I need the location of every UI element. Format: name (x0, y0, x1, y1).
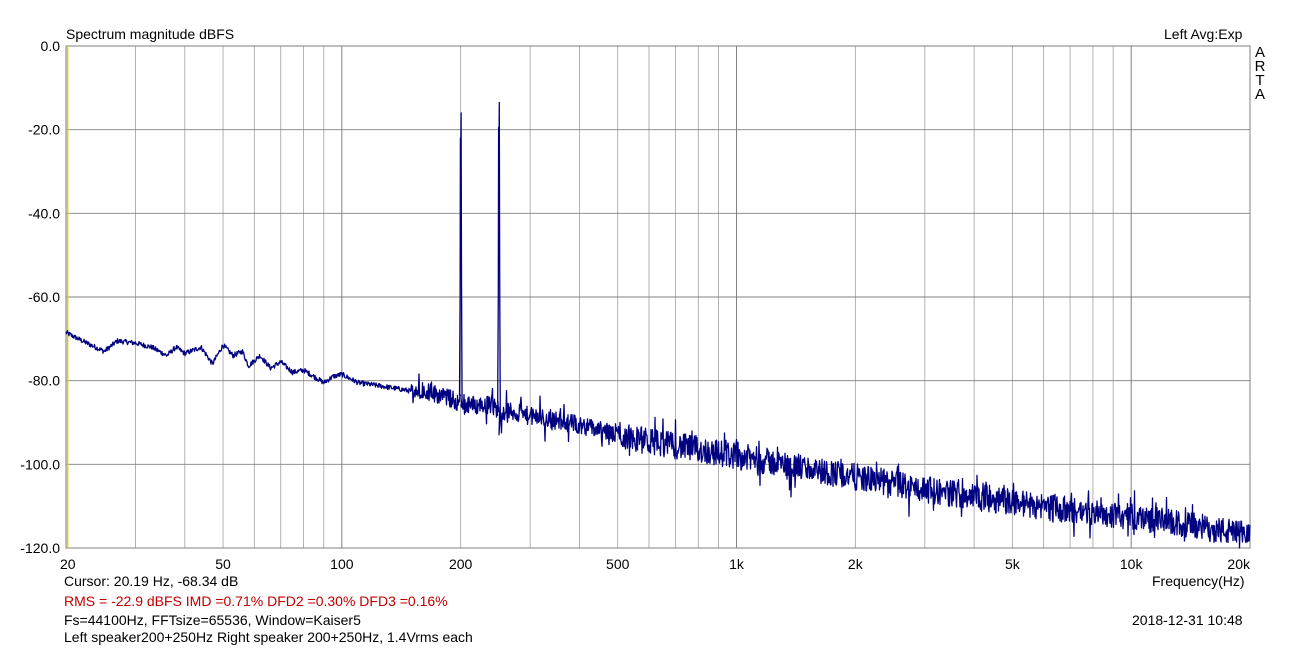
plot-frame (65, 45, 1251, 549)
x-tick-label: 20 (60, 556, 76, 572)
y-tick-label: 0.0 (41, 38, 61, 54)
y-tick-label: -40.0 (28, 205, 60, 221)
distortion-stats: RMS = -22.9 dBFS IMD =0.71% DFD2 =0.30% … (64, 593, 448, 609)
x-tick-label: 100 (330, 556, 354, 572)
x-tick-label: 20k (1227, 556, 1251, 572)
logo-letter: R (1254, 58, 1266, 75)
y-tick-label: -80.0 (28, 373, 60, 389)
chart-title: Spectrum magnitude dBFS (66, 26, 235, 42)
tick-labels: 0.0 -20.0 -40.0 -60.0 -80.0 -100.0 -120.020 50 1… (20, 38, 1251, 572)
x-tick-label: 10k (1120, 556, 1144, 572)
x-tick-label: 1k (729, 556, 745, 572)
channel-averaging-label: Left Avg:Exp (1164, 26, 1243, 42)
analysis-settings: Fs=44100Hz, FFTsize=65536, Window=Kaiser… (64, 612, 361, 628)
x-tick-label: 200 (449, 556, 473, 572)
x-axis-label: Frequency(Hz) (1152, 573, 1245, 589)
y-tick-label: -100.0 (20, 456, 60, 472)
y-tick-label: -20.0 (28, 122, 60, 138)
logo-letter: A (1254, 44, 1265, 61)
spectrum-trace (65, 101, 1251, 549)
cursor-readout: Cursor: 20.19 Hz, -68.34 dB (64, 573, 239, 589)
x-tick-label: 500 (606, 556, 630, 572)
chart-grid (66, 45, 1250, 549)
measurement-note: Left speaker200+250Hz Right speaker 200+… (64, 629, 473, 645)
y-tick-label: -60.0 (28, 289, 60, 305)
arta-logo: A R T A (1253, 44, 1267, 103)
x-tick-label: 50 (215, 556, 231, 572)
logo-letter: A (1254, 86, 1265, 103)
x-tick-label: 2k (848, 556, 864, 572)
x-tick-label: 5k (1005, 556, 1021, 572)
y-tick-label: -120.0 (20, 540, 60, 556)
timestamp: 2018-12-31 10:48 (1132, 612, 1243, 628)
logo-letter: T (1255, 72, 1265, 89)
